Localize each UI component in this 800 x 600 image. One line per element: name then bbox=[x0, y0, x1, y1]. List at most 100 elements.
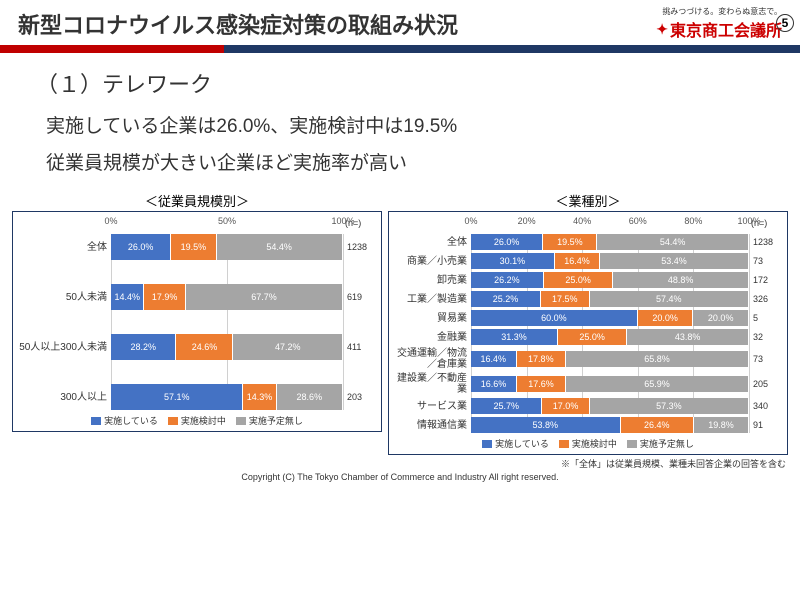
category-label: 全体 bbox=[13, 242, 111, 253]
page-number-badge: 5 bbox=[776, 14, 794, 32]
bar-segment: 17.9% bbox=[144, 284, 186, 310]
n-value: 73 bbox=[749, 354, 779, 364]
axis-tick: 0% bbox=[104, 216, 117, 226]
category-label: 商業／小売業 bbox=[389, 256, 471, 267]
footnote: ※「全体」は従業員規模、業種未回答企業の回答を含む bbox=[0, 455, 800, 470]
n-value: 619 bbox=[343, 292, 373, 302]
bar-row: 50人未満14.4%17.9%67.7%619 bbox=[13, 284, 381, 310]
legend-item: 実施検討中 bbox=[168, 414, 226, 427]
legend-item: 実施検討中 bbox=[559, 437, 617, 450]
legend-swatch bbox=[627, 440, 637, 448]
legend-swatch bbox=[236, 417, 246, 425]
n-value: 1238 bbox=[749, 237, 779, 247]
legend-label: 実施している bbox=[104, 414, 158, 427]
page-title: 新型コロナウイルス感染症対策の取組み状況 bbox=[18, 8, 458, 40]
n-value: 73 bbox=[749, 256, 779, 266]
category-label: 金融業 bbox=[389, 332, 471, 343]
bar-segment: 20.0% bbox=[638, 310, 694, 326]
legend-label: 実施予定無し bbox=[249, 414, 303, 427]
n-value: 1238 bbox=[343, 242, 373, 252]
copyright: Copyright (C) The Tokyo Chamber of Comme… bbox=[0, 470, 800, 486]
bar-segment: 19.5% bbox=[543, 234, 597, 250]
axis-row: 0%50%100%(n=) bbox=[13, 216, 381, 230]
category-label: 50人未満 bbox=[13, 292, 111, 303]
bar-segment: 25.2% bbox=[471, 291, 541, 307]
legend-item: 実施している bbox=[91, 414, 158, 427]
legend-item: 実施予定無し bbox=[627, 437, 694, 450]
bar-segment: 28.2% bbox=[111, 334, 176, 360]
bar-segment: 19.5% bbox=[171, 234, 216, 260]
bar-segment: 54.4% bbox=[217, 234, 343, 260]
bar-segment: 53.4% bbox=[600, 253, 748, 269]
bar-row: 全体26.0%19.5%54.4%1238 bbox=[389, 234, 787, 250]
axis-tick: 100% bbox=[331, 216, 354, 226]
legend: 実施している 実施検討中実施予定無し bbox=[389, 433, 787, 452]
section-title: （１）テレワーク bbox=[36, 67, 770, 99]
bar-segment: 16.4% bbox=[555, 253, 601, 269]
bar-segment: 17.8% bbox=[517, 351, 566, 367]
axis-tick: 0% bbox=[464, 216, 477, 226]
bar-segment: 57.4% bbox=[590, 291, 749, 307]
bar-row: 金融業31.3%25.0%43.8%32 bbox=[389, 329, 787, 345]
bar-segment: 65.9% bbox=[566, 376, 749, 392]
bar-row: 建設業／不動産業16.6%17.6%65.9%205 bbox=[389, 373, 787, 395]
bar-segment: 65.8% bbox=[566, 351, 749, 367]
n-value: 203 bbox=[343, 392, 373, 402]
bar-row: 50人以上300人未満28.2%24.6%47.2%411 bbox=[13, 334, 381, 360]
legend-label: 実施検討中 bbox=[181, 414, 226, 427]
bar-row: 全体26.0%19.5%54.4%1238 bbox=[13, 234, 381, 260]
bar-segment: 57.1% bbox=[111, 384, 243, 410]
legend-label: 実施検討中 bbox=[572, 437, 617, 450]
body-text: （１）テレワーク 実施している企業は26.0%、実施検討中は19.5% 従業員規… bbox=[0, 53, 800, 191]
bar-segment: 26.2% bbox=[471, 272, 544, 288]
bar-segment: 24.6% bbox=[176, 334, 233, 360]
chart-right-wrap: ＜業種別＞ 0%20%40%60%80%100%(n=)全体26.0%19.5%… bbox=[388, 191, 788, 455]
n-value: 91 bbox=[749, 420, 779, 430]
legend-swatch bbox=[91, 417, 101, 425]
axis-tick: 60% bbox=[629, 216, 647, 226]
summary-line-1: 実施している企業は26.0%、実施検討中は19.5% bbox=[36, 111, 770, 138]
bar-row: 交通運輸／物流／倉庫業16.4%17.8%65.8%73 bbox=[389, 348, 787, 370]
category-label: サービス業 bbox=[389, 401, 471, 412]
bar-segment: 25.0% bbox=[544, 272, 614, 288]
axis-tick: 80% bbox=[684, 216, 702, 226]
category-label: 50人以上300人未満 bbox=[13, 342, 111, 353]
bar-segment: 30.1% bbox=[471, 253, 555, 269]
axis-row: 0%20%40%60%80%100%(n=) bbox=[389, 216, 787, 230]
bar-row: サービス業25.7%17.0%57.3%340 bbox=[389, 398, 787, 414]
category-label: 卸売業 bbox=[389, 275, 471, 286]
header: 新型コロナウイルス感染症対策の取組み状況 挑みつづける。変わらぬ意志で。 ✦ 東… bbox=[0, 0, 800, 45]
bar-segment: 26.0% bbox=[111, 234, 171, 260]
bar-segment: 48.8% bbox=[613, 272, 749, 288]
category-label: 工業／製造業 bbox=[389, 294, 471, 305]
bar-segment: 16.6% bbox=[471, 376, 517, 392]
org-name: 東京商工会議所 bbox=[670, 17, 782, 41]
summary-line-2: 従業員規模が大きい企業ほど実施率が高い bbox=[36, 148, 770, 175]
bar-segment: 28.6% bbox=[277, 384, 343, 410]
bar-segment: 54.4% bbox=[597, 234, 748, 250]
legend-label: 実施している bbox=[495, 437, 549, 450]
bar-segment: 19.8% bbox=[694, 417, 749, 433]
bar-segment: 26.4% bbox=[621, 417, 694, 433]
legend-swatch bbox=[482, 440, 492, 448]
legend-item: 実施予定無し bbox=[236, 414, 303, 427]
bar-segment: 25.0% bbox=[558, 329, 627, 345]
bar-row: 商業／小売業30.1%16.4%53.4%73 bbox=[389, 253, 787, 269]
n-value: 340 bbox=[749, 401, 779, 411]
bar-segment: 16.4% bbox=[471, 351, 517, 367]
axis-tick: 50% bbox=[218, 216, 236, 226]
bar-segment: 67.7% bbox=[186, 284, 343, 310]
legend-item: 実施している bbox=[482, 437, 549, 450]
bar-segment: 17.0% bbox=[542, 398, 589, 414]
bar-segment: 57.3% bbox=[590, 398, 749, 414]
axis-tick: 100% bbox=[737, 216, 760, 226]
category-label: 建設業／不動産業 bbox=[389, 373, 471, 395]
bar-row: 300人以上57.1%14.3%28.6%203 bbox=[13, 384, 381, 410]
chart-right: 0%20%40%60%80%100%(n=)全体26.0%19.5%54.4%1… bbox=[388, 211, 788, 455]
chart-right-title: ＜業種別＞ bbox=[555, 194, 620, 209]
bar-row: 情報通信業53.8%26.4%19.8%91 bbox=[389, 417, 787, 433]
category-label: 全体 bbox=[389, 237, 471, 248]
bar-row: 卸売業26.2%25.0%48.8%172 bbox=[389, 272, 787, 288]
axis-tick: 40% bbox=[573, 216, 591, 226]
bar-segment: 53.8% bbox=[471, 417, 621, 433]
